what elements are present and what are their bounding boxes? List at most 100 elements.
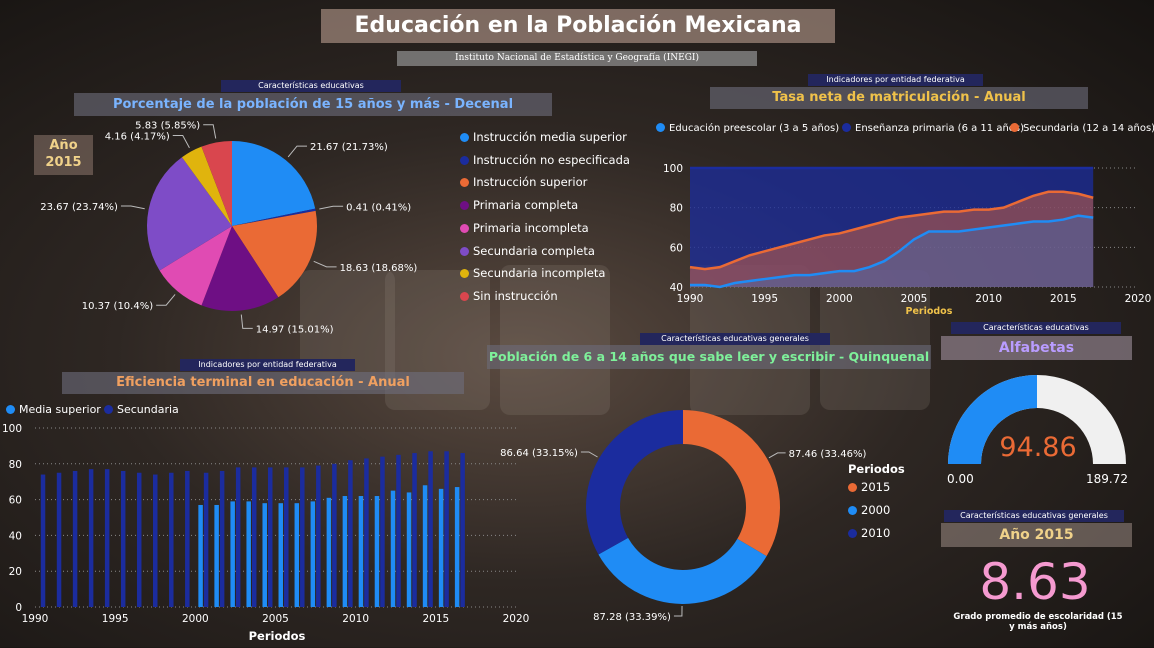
legend-label: Educación preescolar (3 a 5 años) (669, 123, 840, 134)
bar-media-superior (358, 496, 364, 607)
literacy-chart-title: Población de 6 a 14 años que sabe leer y… (487, 345, 931, 369)
pie-slice (181, 146, 232, 226)
bar-secundaria (169, 472, 174, 607)
leader-line (319, 205, 344, 210)
legend-item: 2000 (848, 503, 890, 517)
area-fill (690, 215, 1094, 287)
pie-slice (201, 226, 279, 311)
pie-data-label: 4.16 (4.17%) (105, 132, 170, 143)
donut-data-label: 87.46 (33.46%) (789, 449, 867, 460)
legend-label: Primaria completa (473, 198, 579, 213)
legend-dot (848, 506, 857, 515)
x-tick-label: 2000 (182, 613, 209, 625)
bar-secundaria (56, 472, 62, 607)
y-tick-label: 60 (670, 242, 683, 254)
background-block (820, 270, 930, 410)
bar-secundaria (88, 469, 94, 607)
legend-label: 2010 (861, 526, 891, 540)
legend-item: 2010 (848, 526, 890, 540)
efficiency-legend: Media superior Secundaria (6, 403, 306, 417)
legend-dot (460, 223, 469, 233)
legend-item: Media superior (6, 403, 101, 416)
bar-secundaria (412, 453, 417, 607)
bar-secundaria (120, 470, 126, 607)
legend-dot (460, 291, 469, 301)
bar-secundaria (396, 454, 401, 607)
bar-secundaria (444, 451, 449, 607)
legend-item: Secundaria (104, 403, 179, 416)
literacy-donut-chart: 87.46 (33.46%) 87.28 (33.39%) 86.64 (33.15… (500, 410, 867, 623)
legend-dot (460, 133, 469, 142)
donut-data-label: 87.28 (33.39%) (593, 612, 671, 623)
legend-item: Primaria completa (460, 198, 578, 212)
y-tick-label: 100 (663, 163, 683, 175)
bar-media-superior (230, 501, 235, 607)
bar-media-superior (406, 492, 412, 607)
page-title: Educación en la Población Mexicana (321, 9, 835, 43)
legend-dot (460, 178, 469, 188)
bar-secundaria (460, 453, 465, 607)
x-tick-label: 2020 (1125, 293, 1152, 305)
bar-secundaria (332, 463, 337, 607)
bar-secundaria (300, 467, 305, 607)
page-subtitle: Instituto Nacional de Estadística y Geog… (397, 51, 757, 66)
legend-item: Instrucción superior (460, 175, 587, 189)
gauge-value: 94.86 (999, 432, 1077, 463)
bar-secundaria (40, 474, 46, 607)
legend-label: Instrucción media superior (473, 130, 627, 144)
donut-slice (598, 537, 767, 604)
pie-data-label: 5.83 (5.85%) (135, 121, 200, 132)
legend-dot (842, 123, 851, 132)
legend-item: Secundaria (12 a 14 años) (1010, 123, 1154, 134)
x-axis-title: Periodos (906, 306, 953, 317)
pie-slice (232, 210, 317, 298)
pie-slice (147, 157, 232, 271)
gauge-fill (948, 375, 1037, 464)
y-tick-label: 100 (2, 423, 22, 435)
legend-item: Primaria incompleta (460, 221, 589, 235)
leader-line (240, 314, 253, 329)
x-tick-label: 1990 (677, 293, 704, 305)
pie-slice (159, 226, 232, 306)
x-tick-label: 2020 (503, 613, 530, 625)
legend-item: Educación preescolar (3 a 5 años) (656, 123, 839, 134)
legend-item: 2015 (848, 480, 890, 494)
leader-line (120, 205, 145, 210)
section-pill: Características educativas generales (944, 510, 1124, 522)
x-tick-label: 1995 (102, 613, 129, 625)
pie-data-label: 23.67 (23.74%) (40, 202, 118, 213)
literate-gauge-title: Alfabetas (941, 336, 1132, 360)
pie-legend: Instrucción media superior Instrucción no… (460, 130, 660, 310)
legend-item: Secundaria incompleta (460, 266, 605, 280)
x-tick-label: 2015 (1050, 293, 1077, 305)
series-line (690, 214, 1094, 289)
bar-secundaria (72, 470, 78, 607)
gauge-min: 0.00 (947, 472, 974, 486)
bar-secundaria (380, 456, 385, 607)
bar-secundaria (428, 451, 433, 607)
legend-label: Sin instrucción (473, 288, 558, 303)
pie-slice (232, 208, 316, 226)
legend-dot (848, 483, 857, 492)
bar-secundaria (185, 470, 190, 607)
x-tick-label: 1995 (751, 293, 778, 305)
legend-item: Secundaria completa (460, 244, 595, 258)
legend-label: 2015 (861, 480, 891, 494)
pie-data-label: 0.41 (0.41%) (346, 202, 411, 213)
legend-label: Instrucción superior (473, 175, 588, 190)
x-tick-label: 2010 (342, 613, 369, 625)
y-tick-label: 20 (9, 566, 22, 578)
gauge-max: 189.72 (1086, 472, 1128, 486)
y-tick-label: 60 (9, 495, 22, 507)
bar-media-superior (390, 490, 396, 607)
leader-line (580, 451, 598, 458)
legend-item: Enseñanza primaria (6 a 11 años) (842, 123, 1024, 134)
bar-secundaria (348, 460, 353, 607)
legend-label: Primaria incompleta (473, 220, 589, 235)
pie-data-label: 21.67 (21.73%) (310, 142, 388, 153)
legend-label: 2000 (861, 503, 891, 517)
legend-dot (460, 269, 469, 279)
pie-chart-title: Porcentaje de la población de 15 años y … (74, 93, 552, 116)
area-fill (690, 191, 1094, 287)
section-pill: Características educativas (951, 322, 1121, 334)
